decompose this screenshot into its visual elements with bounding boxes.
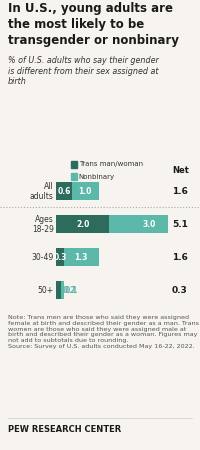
Bar [56, 182, 72, 200]
Text: Net: Net [172, 166, 189, 175]
Text: Ages
18-29: Ages 18-29 [32, 215, 54, 234]
Text: 1.6: 1.6 [172, 187, 188, 196]
Text: 0.3: 0.3 [172, 286, 188, 295]
Text: 0.2: 0.2 [62, 286, 76, 295]
Text: the most likely to be: the most likely to be [8, 18, 144, 31]
Text: 1.0: 1.0 [79, 187, 92, 196]
Bar [72, 182, 99, 200]
Text: 2.0: 2.0 [76, 220, 89, 229]
Bar [109, 215, 189, 233]
Text: 50+: 50+ [38, 286, 54, 295]
Text: Note: Trans men are those who said they were assigned female at birth and descri: Note: Trans men are those who said they … [8, 315, 199, 349]
Bar [64, 248, 99, 266]
Bar [56, 281, 61, 299]
Text: Trans man/woman: Trans man/woman [79, 161, 143, 167]
Bar [71, 161, 77, 168]
Text: % of U.S. adults who say their gender
is different from their sex assigned at
bi: % of U.S. adults who say their gender is… [8, 56, 159, 86]
Text: 0.3: 0.3 [53, 253, 67, 262]
Text: 1.6: 1.6 [172, 253, 188, 262]
Text: transgender or nonbinary: transgender or nonbinary [8, 34, 179, 47]
Text: 3.0: 3.0 [143, 220, 156, 229]
Bar [71, 173, 77, 180]
Text: In U.S., young adults are: In U.S., young adults are [8, 2, 173, 15]
Bar [56, 248, 64, 266]
Text: 30-49: 30-49 [32, 253, 54, 262]
Text: 0.6: 0.6 [57, 187, 71, 196]
Text: 0.1: 0.1 [65, 286, 78, 295]
Text: 5.1: 5.1 [172, 220, 188, 229]
Bar [61, 281, 64, 299]
Text: PEW RESEARCH CENTER: PEW RESEARCH CENTER [8, 425, 121, 434]
Text: 1.3: 1.3 [75, 253, 88, 262]
Bar [56, 215, 109, 233]
Text: All
adults: All adults [30, 182, 54, 201]
Text: Nonbinary: Nonbinary [79, 174, 115, 180]
